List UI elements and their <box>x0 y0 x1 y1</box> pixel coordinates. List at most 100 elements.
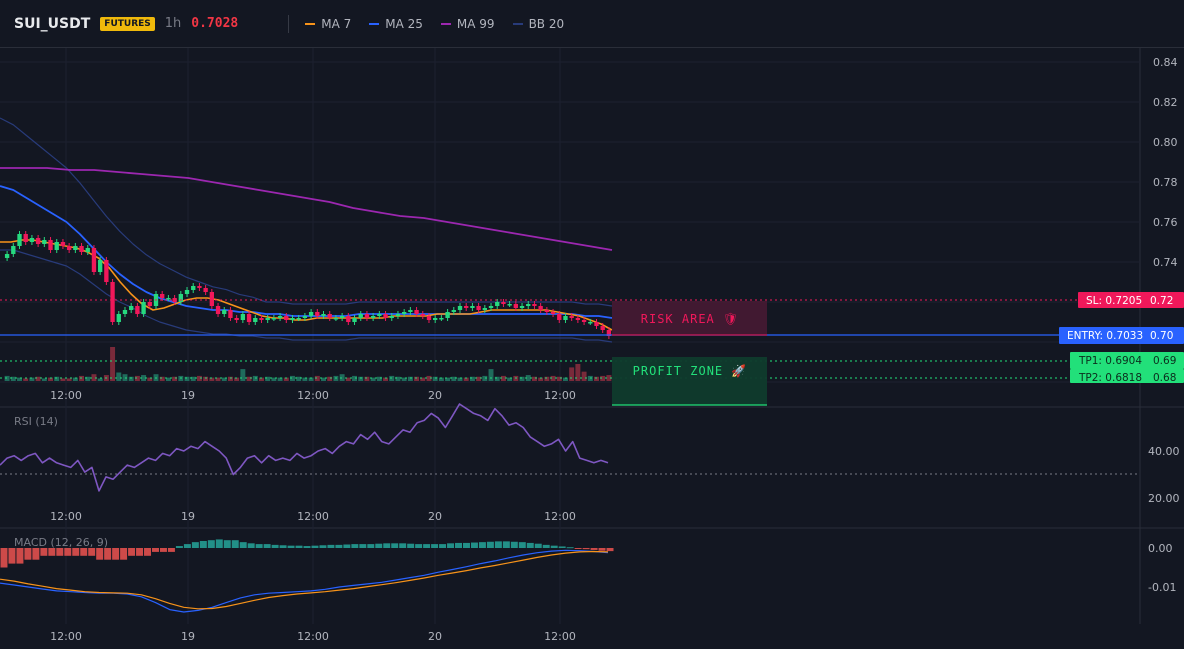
candle-body <box>563 316 568 320</box>
candle-body <box>315 312 320 316</box>
candle-body <box>48 240 53 250</box>
tp1-label-bg <box>1070 352 1184 369</box>
volume-bar <box>221 377 227 381</box>
time-axis-main[interactable]: 12:00 19 12:00 20 12:00 <box>50 389 576 402</box>
volume-bar <box>296 376 302 381</box>
macd-hist-bar <box>367 544 375 548</box>
tp2-label[interactable]: TP2: 0.6818 0.68 <box>1070 369 1184 384</box>
candle-body <box>408 310 413 312</box>
macd-hist-bar <box>399 543 407 548</box>
candle-body <box>544 310 550 312</box>
header-divider <box>288 14 290 33</box>
legend-ma25[interactable]: MA 25 <box>369 17 423 31</box>
volume-bar <box>122 374 128 381</box>
candle-body <box>29 238 35 242</box>
macd-hist-bar <box>112 548 120 560</box>
profit-zone[interactable] <box>612 357 767 405</box>
volume-bar <box>500 375 506 381</box>
macd-hist-bar <box>558 546 566 548</box>
volume-bar <box>414 376 420 381</box>
candle-body <box>110 282 115 322</box>
macd-hist-bar <box>271 544 279 548</box>
macd-lines <box>0 549 609 613</box>
macd-hist-bar <box>104 548 112 560</box>
time-tick: 12:00 <box>544 630 576 643</box>
volume-bar <box>66 378 72 381</box>
tp1-label[interactable]: TP1: 0.6904 0.69 <box>1070 352 1184 369</box>
volume-bar <box>4 375 10 381</box>
candle-body <box>234 318 239 320</box>
candle-body <box>445 312 450 318</box>
candle-body <box>352 318 357 322</box>
legend-ma99[interactable]: MA 99 <box>440 17 495 31</box>
macd-hist-bar <box>574 548 582 549</box>
candle-body <box>23 234 28 242</box>
macd-hist-bar <box>136 548 144 556</box>
candle-body <box>147 302 152 306</box>
ma7-swatch <box>305 22 316 25</box>
volume-bar <box>507 377 513 381</box>
risk-area-zone[interactable] <box>612 301 767 335</box>
macd-hist-bar <box>223 540 231 548</box>
macd-hist-bar <box>391 543 399 548</box>
volume-bar <box>190 376 196 381</box>
candle-body <box>166 298 171 300</box>
sl-label[interactable]: SL: 0.7205 0.72 <box>1078 292 1184 308</box>
macd-hist-bar <box>239 542 247 548</box>
macd-hist-bar <box>550 545 558 548</box>
timeframe-label[interactable]: 1h <box>164 16 182 31</box>
candle-body <box>606 330 612 336</box>
macd-hist-bar <box>502 541 510 548</box>
grid-lines <box>0 48 1140 624</box>
macd-hist-bar <box>566 547 574 549</box>
candle-body <box>482 308 487 310</box>
price-axis[interactable]: 0.84 0.82 0.80 0.78 0.76 0.74 <box>1153 56 1178 269</box>
candle-body <box>209 292 215 306</box>
candle-body <box>85 248 90 252</box>
legend-bb20[interactable]: BB 20 <box>512 17 564 31</box>
candle-body <box>395 314 401 316</box>
entry-axis-value: 0.70 <box>1150 330 1173 342</box>
price-tick: 0.78 <box>1153 176 1178 189</box>
candle-body <box>532 304 537 306</box>
candle-body <box>141 302 146 314</box>
volume-bar <box>196 375 202 381</box>
ma99-line <box>0 167 613 251</box>
candle-body <box>191 286 196 290</box>
time-axis-rsi[interactable]: 12:00 19 12:00 20 12:00 <box>50 510 576 523</box>
volume-bar <box>54 376 60 381</box>
candle-body <box>470 306 475 308</box>
signal-line <box>0 550 609 610</box>
volume-bar <box>91 374 97 381</box>
time-axis-macd[interactable]: 12:00 19 12:00 20 12:00 <box>50 630 576 643</box>
time-tick: 12:00 <box>50 510 82 523</box>
macd-hist-bar <box>144 548 152 556</box>
volume-bar <box>327 376 333 381</box>
candle-body <box>519 306 525 308</box>
volume-bar <box>29 377 35 381</box>
macd-hist-bar <box>415 544 423 548</box>
macd-hist-bar <box>335 544 343 548</box>
candle-body <box>513 304 519 308</box>
last-price: 0.7028 <box>191 16 239 31</box>
candle-body <box>358 314 363 318</box>
candle-body <box>575 318 581 320</box>
ma99-swatch <box>440 22 451 25</box>
legend-ma7[interactable]: MA 7 <box>305 17 351 31</box>
candle-body <box>116 314 121 322</box>
candle-body <box>246 314 252 322</box>
volume-bar <box>575 364 581 381</box>
candle-body <box>97 260 103 272</box>
symbol-name[interactable]: SUI_USDT <box>14 15 91 32</box>
time-tick: 20 <box>428 389 442 402</box>
macd-hist-bar <box>327 544 335 548</box>
macd-hist-bar <box>431 544 439 548</box>
candle-body <box>308 312 314 316</box>
macd-line <box>0 549 609 613</box>
candle-body <box>284 316 289 320</box>
time-tick: 20 <box>428 630 442 643</box>
entry-label[interactable]: ENTRY: 0.7033 0.70 <box>1059 327 1184 344</box>
legend-ma25-label: MA 25 <box>385 16 423 31</box>
sl-label-text: SL: 0.7205 <box>1086 295 1142 307</box>
